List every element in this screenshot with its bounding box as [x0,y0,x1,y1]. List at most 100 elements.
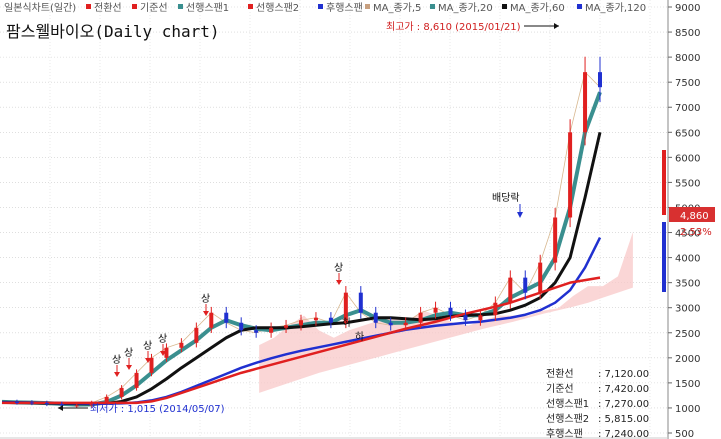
info-value: : 7,120.00 [598,369,649,380]
candle-body [493,302,498,316]
legend-swatch [178,4,183,9]
candle-body [29,402,34,404]
candle-body [448,307,453,316]
y-tick-label: 1500 [675,379,700,390]
y-tick-label: 6000 [675,153,700,164]
candle-body [104,396,109,403]
candle-body [598,72,602,88]
legend-label: 후행스팬 [326,2,363,14]
y-tick-label: 7500 [675,78,700,89]
candle-body [179,342,184,348]
candle-body [89,402,94,406]
legend-swatch [132,4,137,9]
candle-body [209,312,214,328]
y-tick-label: 5500 [675,178,700,189]
legend-swatch [86,4,91,9]
current-change: 2.53% [680,227,712,238]
high-annotation: 최고가 : 8,610 (2015/01/21) [386,21,521,33]
candle-body [284,325,289,328]
low-arrow-icon [58,405,63,411]
y-tick-label: 4000 [675,254,700,265]
low-annotation: 최저가 : 1,015 (2014/05/07) [90,403,225,415]
candle-body [373,312,378,323]
candle-body [388,322,393,326]
candle-body [149,357,154,373]
candle-body [418,312,423,323]
limit-up-arrow-icon [336,280,342,285]
limit-down-marker: 하 [342,316,351,329]
info-value: : 5,815.00 [598,414,649,425]
y-tick-label: 4500 [675,229,700,240]
candle-body [508,277,513,303]
series-line-선행스팬2 [2,276,601,405]
candles [14,56,602,408]
chart-title: 팜스웰바이오(Daily chart) [6,22,220,41]
candle-body [194,327,199,343]
candle-body [59,403,64,406]
candle-body [343,292,348,323]
candle-body [299,320,303,326]
candle-body [328,317,333,323]
candle-body [164,347,169,358]
candle-body [74,405,79,407]
y-tick-label: 8500 [675,28,700,39]
dividend-arrow-icon [517,212,523,218]
y-tick-label: 8000 [675,53,700,64]
candle-body [254,330,259,333]
y-tick-label: 500 [675,429,694,439]
candle-body [568,132,573,218]
candle-body [14,401,19,403]
candle-body [239,322,244,331]
legend-swatch [365,4,370,9]
grid [0,0,668,438]
y-tick-label: 9000 [675,3,700,14]
info-value: : 7,240.00 [598,429,649,439]
y-tick-label: 7000 [675,103,700,114]
info-label: 기준선 [546,383,574,395]
limit-up-marker: 상 [334,262,343,274]
limit-up-arrow-icon [160,351,166,356]
legend-label: MA_종가,20 [438,2,493,14]
candle-body [463,315,468,321]
limit-down-marker: 하 [355,330,364,343]
limit-up-marker: 상 [112,354,121,366]
candle-body [523,277,528,293]
current-price-box [669,207,715,222]
legend-swatch [248,4,253,9]
info-label: 전환선 [546,368,574,380]
info-label: 선행스팬1 [546,398,589,410]
candle-body [478,315,483,321]
legend-swatch [502,4,507,9]
legend-label: MA_종가,5 [373,2,421,14]
limit-up-arrow-icon [203,311,209,316]
limit-up-marker: 상 [201,293,210,305]
current-price: 4,860 [680,211,709,222]
limit-up-marker: 상 [158,333,167,345]
info-label: 후행스팬 [546,428,583,439]
candle-body [224,312,229,323]
candle-body [358,292,363,313]
info-value: : 7,270.00 [598,399,649,410]
legend-label: MA_종가,120 [585,2,646,14]
candle-body [313,317,318,321]
ichimoku-cloud [259,232,633,393]
legend-swatch [577,4,582,9]
y-tick-label: 2000 [675,354,700,365]
candle-body [538,262,543,293]
y-tick-label: 3500 [675,279,700,290]
candle-body [269,327,274,333]
dividend-annotation: 배당락 [492,192,520,204]
y-tick-label: 1000 [675,404,700,415]
legend-label: 선행스팬2 [256,2,299,14]
candle-body [433,307,438,313]
cloud-area [259,232,633,393]
info-panel: 전환선: 7,120.00 기준선: 7,420.00 선행스팬1: 7,270.0… [546,368,649,439]
y-tick-label: 6500 [675,128,700,139]
info-label: 선행스팬2 [546,413,589,425]
legend-label: 선행스팬1 [186,2,229,14]
limit-up-arrow-icon [145,358,151,363]
candle-body [553,217,558,263]
limit-up-arrow-icon [114,372,120,377]
limit-up-marker: 상 [124,347,133,359]
